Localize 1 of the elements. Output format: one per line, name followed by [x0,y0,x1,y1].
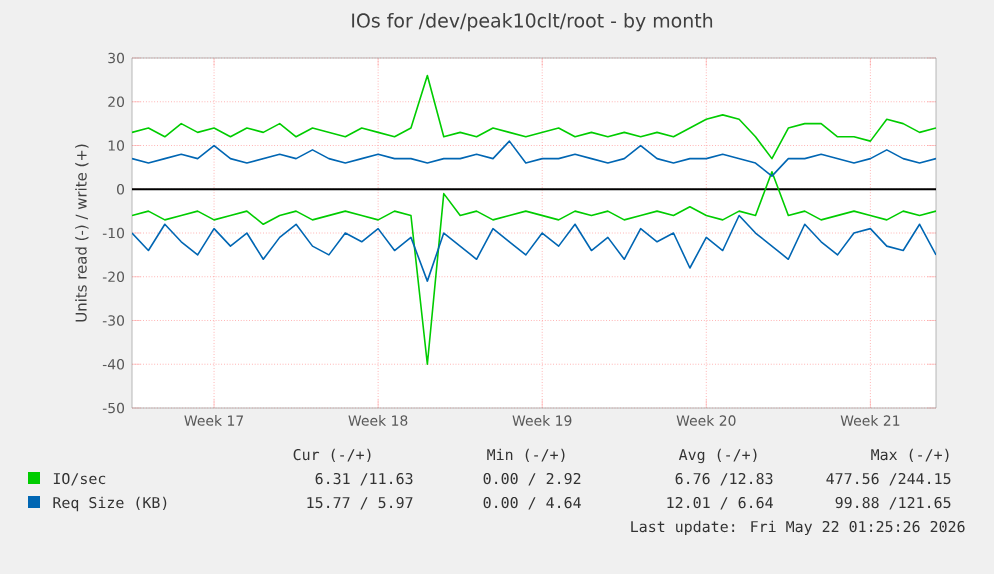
chart-title: IOs for /dev/peak10clt/root - by month [352,13,713,32]
